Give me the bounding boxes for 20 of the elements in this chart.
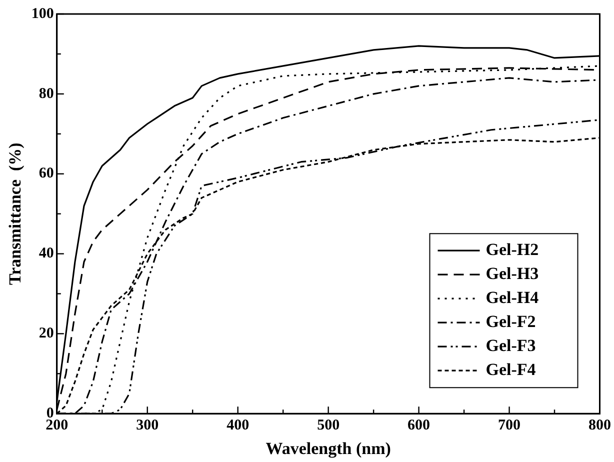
x-tick-label: 800	[588, 417, 611, 434]
legend-label: Gel-H2	[486, 240, 539, 259]
y-tick-label: 40	[38, 246, 54, 262]
x-axis-title: Wavelength (nm)	[266, 439, 391, 458]
y-tick-label: 60	[38, 166, 54, 182]
y-tick-label: 80	[38, 86, 54, 102]
y-tick-label: 20	[38, 326, 54, 342]
y-tick-label: 100	[31, 6, 54, 22]
x-tick-label: 700	[498, 417, 521, 434]
legend-label: Gel-H3	[486, 264, 539, 283]
x-tick-label: 200	[46, 417, 68, 434]
y-axis-title: Transmittance (%)	[6, 142, 25, 285]
x-tick-label: 600	[408, 417, 430, 434]
x-tick-label: 400	[226, 417, 250, 434]
legend-label: Gel-F4	[486, 360, 536, 379]
legend-label: Gel-F2	[486, 312, 536, 331]
legend-label: Gel-F3	[486, 336, 536, 355]
legend-label: Gel-H4	[486, 288, 540, 307]
x-tick-label: 500	[317, 417, 340, 434]
x-tick-label: 300	[136, 417, 159, 434]
